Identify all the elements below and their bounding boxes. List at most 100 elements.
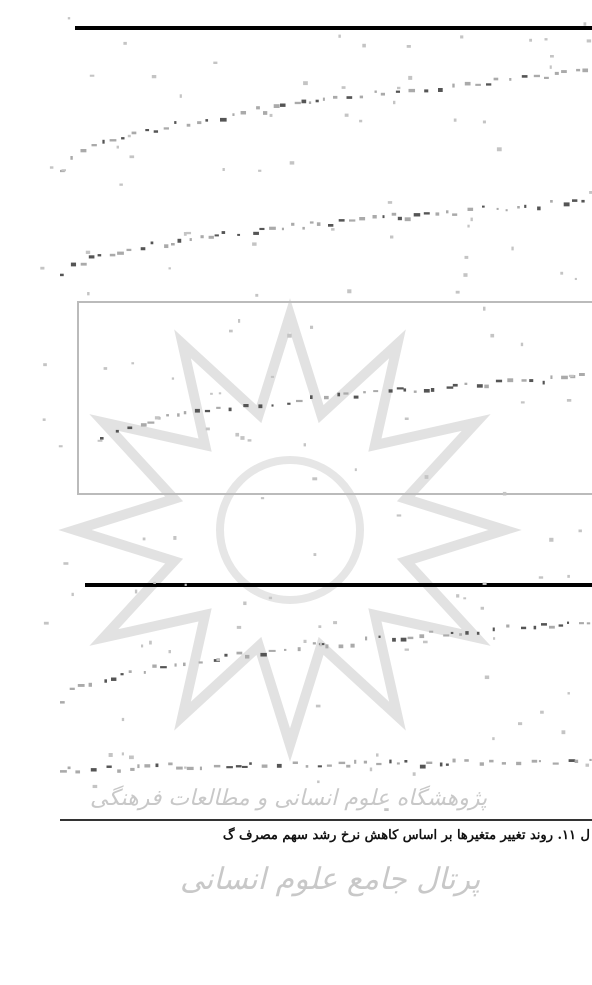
speck bbox=[49, 166, 54, 169]
speck bbox=[87, 292, 90, 296]
speck bbox=[359, 217, 366, 221]
speck bbox=[529, 38, 533, 42]
speck bbox=[137, 764, 140, 769]
speck bbox=[268, 596, 273, 600]
speck bbox=[376, 762, 382, 766]
speck bbox=[58, 445, 63, 448]
speck bbox=[482, 205, 485, 208]
speck bbox=[423, 640, 428, 644]
speck bbox=[549, 65, 552, 69]
speck bbox=[435, 212, 440, 216]
speck bbox=[489, 759, 494, 763]
speck bbox=[121, 752, 124, 756]
speck bbox=[589, 758, 592, 762]
speck bbox=[106, 765, 112, 768]
speck bbox=[464, 255, 469, 259]
speck bbox=[459, 633, 462, 636]
speck bbox=[168, 650, 171, 654]
speck bbox=[269, 226, 276, 230]
speck bbox=[404, 217, 411, 222]
speck bbox=[100, 437, 104, 440]
speck bbox=[533, 625, 537, 630]
speck bbox=[186, 123, 191, 127]
speck bbox=[222, 168, 225, 171]
watermark-star bbox=[58, 298, 522, 762]
speck bbox=[328, 224, 334, 227]
speck bbox=[261, 764, 268, 768]
star-outline bbox=[58, 298, 522, 762]
speck bbox=[350, 643, 355, 648]
speck bbox=[347, 289, 352, 294]
speck bbox=[549, 537, 554, 542]
speck bbox=[155, 763, 159, 768]
speck bbox=[40, 266, 45, 270]
speck bbox=[395, 90, 401, 93]
speck bbox=[119, 183, 123, 186]
speck bbox=[542, 380, 545, 385]
speck bbox=[404, 417, 409, 420]
speck bbox=[43, 621, 49, 625]
speck bbox=[144, 764, 151, 768]
speck bbox=[389, 759, 392, 764]
speck bbox=[126, 248, 132, 252]
speck bbox=[238, 319, 241, 323]
speck bbox=[108, 753, 113, 757]
speck bbox=[374, 90, 377, 93]
speck bbox=[397, 216, 402, 221]
speck bbox=[406, 45, 411, 48]
speck bbox=[226, 766, 233, 769]
speck bbox=[382, 215, 385, 219]
speck bbox=[372, 215, 377, 219]
speck bbox=[301, 99, 307, 104]
speck bbox=[174, 663, 177, 667]
speck bbox=[235, 432, 240, 437]
speck bbox=[189, 238, 192, 242]
speck bbox=[236, 651, 243, 655]
speck bbox=[294, 101, 301, 105]
speck bbox=[380, 92, 385, 96]
speck bbox=[354, 468, 357, 472]
speck bbox=[171, 377, 175, 380]
speck bbox=[397, 86, 401, 90]
speck bbox=[343, 392, 349, 395]
speck bbox=[255, 293, 259, 297]
speck bbox=[247, 439, 252, 442]
speck bbox=[263, 111, 268, 115]
speck bbox=[511, 246, 514, 251]
speck bbox=[412, 772, 416, 776]
speck bbox=[403, 388, 407, 392]
speck bbox=[516, 761, 522, 766]
speck bbox=[506, 624, 510, 628]
speck bbox=[104, 679, 107, 683]
speck bbox=[115, 429, 119, 433]
speck bbox=[476, 631, 480, 635]
speck bbox=[85, 250, 91, 254]
speck bbox=[177, 238, 182, 243]
speck bbox=[324, 395, 329, 400]
speck bbox=[150, 241, 154, 245]
speck bbox=[166, 414, 169, 417]
speck bbox=[521, 379, 527, 382]
speck bbox=[316, 222, 321, 226]
speck bbox=[378, 635, 381, 638]
speck bbox=[502, 491, 507, 496]
speck bbox=[213, 61, 218, 64]
speck bbox=[567, 621, 570, 624]
speck bbox=[393, 100, 396, 105]
speck bbox=[561, 70, 567, 74]
speck bbox=[42, 418, 46, 421]
speck bbox=[198, 661, 203, 664]
speck bbox=[60, 701, 65, 704]
speck bbox=[408, 88, 416, 93]
speck bbox=[463, 273, 468, 277]
speck bbox=[252, 242, 257, 246]
speck bbox=[388, 389, 393, 393]
speck bbox=[315, 704, 321, 708]
speck bbox=[281, 227, 284, 231]
scan-noise bbox=[40, 17, 592, 812]
speck bbox=[540, 710, 544, 714]
speck bbox=[521, 75, 528, 78]
speck bbox=[258, 169, 262, 172]
speck bbox=[465, 631, 469, 635]
